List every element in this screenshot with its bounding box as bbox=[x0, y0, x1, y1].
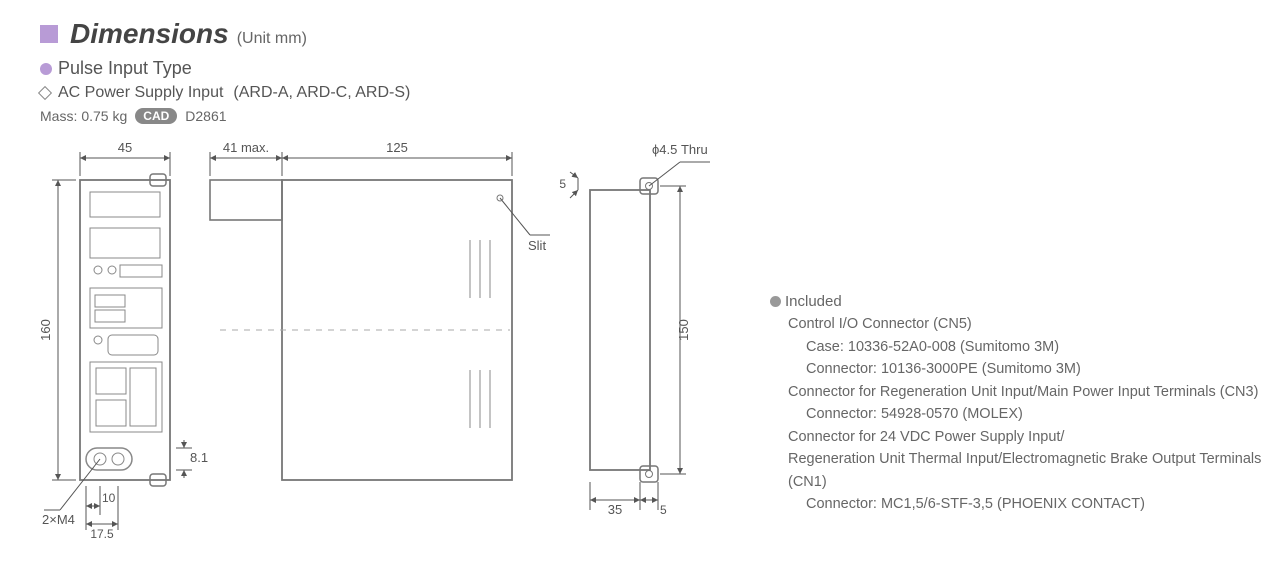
included-line: Connector: MC1,5/6-STF-3,5 (PHOENIX CONT… bbox=[770, 493, 1261, 515]
dim-front-w: 45 bbox=[118, 140, 132, 155]
dim-hole-note: 2×M4 bbox=[42, 512, 75, 527]
included-line: Connector: 54928-0570 (MOLEX) bbox=[770, 403, 1261, 425]
included-line: (CN1) bbox=[770, 471, 1261, 493]
dim-back-tab: 5 bbox=[660, 503, 667, 517]
mass-row: Mass: 0.75 kg CAD D2861 bbox=[40, 108, 227, 124]
mass-label: Mass: bbox=[40, 108, 77, 124]
subheading-variant: AC Power Supply Input (ARD-A, ARD-C, ARD… bbox=[40, 84, 410, 102]
included-line: Case: 10336-52A0-008 (Sumitomo 3M) bbox=[770, 336, 1261, 358]
label-thru: ϕ4.5 Thru bbox=[652, 142, 708, 157]
front-view: 45 160 8.1 10 17.5 2×M4 bbox=[38, 140, 208, 541]
dimension-diagram: 45 160 8.1 10 17.5 2×M4 bbox=[30, 140, 770, 560]
subheading-type: Pulse Input Type bbox=[40, 58, 192, 79]
variant-models: (ARD-A, ARD-C, ARD-S) bbox=[233, 84, 410, 102]
dim-side-len: 125 bbox=[386, 140, 408, 155]
circle-bullet-icon bbox=[770, 296, 781, 307]
cad-badge: CAD bbox=[135, 108, 177, 124]
subheading-type-label: Pulse Input Type bbox=[58, 58, 192, 79]
dim-hole-off: 10 bbox=[102, 491, 116, 505]
dim-back-w: 35 bbox=[608, 502, 622, 517]
square-bullet-icon bbox=[40, 25, 58, 43]
variant-label: AC Power Supply Input bbox=[58, 84, 223, 102]
dim-back-h: 150 bbox=[676, 319, 691, 341]
mass-value: 0.75 kg bbox=[81, 108, 127, 124]
label-slit: Slit bbox=[528, 238, 546, 253]
included-line: Connector for Regeneration Unit Input/Ma… bbox=[770, 381, 1261, 403]
dim-front-h: 160 bbox=[38, 319, 53, 341]
side-view: 41 max. 125 Slit bbox=[210, 140, 550, 480]
dim-tab-h: 8.1 bbox=[190, 450, 208, 465]
included-block: Included Control I/O Connector (CN5)Case… bbox=[770, 290, 1261, 515]
header: Dimensions (Unit mm) bbox=[40, 18, 307, 50]
included-line: Regeneration Unit Thermal Input/Electrom… bbox=[770, 448, 1261, 470]
included-line: Connector: 10136-3000PE (Sumitomo 3M) bbox=[770, 358, 1261, 380]
title: Dimensions bbox=[70, 18, 229, 50]
included-heading: Included bbox=[770, 290, 1261, 313]
dim-top-off: 5 bbox=[559, 177, 566, 191]
diamond-bullet-icon bbox=[38, 86, 52, 100]
included-line: Control I/O Connector (CN5) bbox=[770, 313, 1261, 335]
title-unit: (Unit mm) bbox=[237, 30, 307, 48]
dim-side-depth: 41 max. bbox=[223, 140, 269, 155]
included-line: Connector for 24 VDC Power Supply Input/ bbox=[770, 426, 1261, 448]
back-view: 5 ϕ4.5 Thru 150 35 5 bbox=[559, 142, 710, 517]
cad-code: D2861 bbox=[185, 108, 226, 124]
circle-bullet-icon bbox=[40, 63, 52, 75]
dim-hole-pitch: 17.5 bbox=[90, 527, 114, 541]
